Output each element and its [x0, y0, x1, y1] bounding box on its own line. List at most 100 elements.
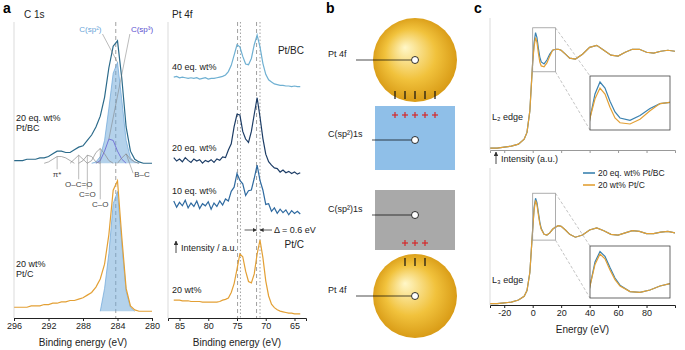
leader-line	[57, 157, 58, 170]
label-line: Pt/BC	[16, 123, 40, 133]
component-label: O–C=O	[65, 180, 92, 189]
tick-label: 80	[642, 308, 652, 318]
plus-charge	[414, 240, 415, 246]
zoom-region	[533, 28, 556, 72]
group-label: Pt/C	[285, 239, 304, 250]
x-axis-title: Binding energy (eV)	[39, 337, 127, 348]
inset-line	[590, 82, 670, 130]
spectrum-line	[490, 198, 675, 303]
legend-label: 20 eq. wt% Pt/BC	[598, 168, 665, 178]
x-axis	[491, 150, 676, 153]
tick-mark	[561, 150, 562, 153]
panel-letter: b	[326, 0, 335, 16]
leader-line	[103, 34, 118, 62]
component-label: π*	[53, 170, 62, 179]
component-line	[100, 192, 135, 312]
leader-line	[356, 296, 411, 297]
tick-label: 80	[204, 321, 214, 331]
reference-line	[237, 22, 238, 318]
x-tick: 284	[110, 318, 125, 331]
spectrum-line	[490, 33, 675, 148]
component-label: B–C	[134, 170, 150, 179]
level-label: Pt 4f	[328, 285, 347, 295]
plus-charge	[424, 112, 425, 118]
plus-charge	[404, 240, 405, 246]
level-label: C(sp²)1s	[328, 129, 363, 139]
spectrum-line	[14, 181, 152, 312]
minus-charge	[414, 91, 415, 99]
legend: 20 eq. wt% Pt/BC20 wt% Pt/C	[583, 168, 665, 190]
tick-label: -20	[498, 308, 511, 318]
spectrum-line	[174, 240, 301, 314]
panel-letter: c	[474, 0, 482, 16]
leader-line	[356, 60, 411, 61]
minus-charge	[424, 258, 425, 266]
tick-label: 0	[531, 308, 536, 318]
plot-area	[14, 22, 152, 318]
y-axis-line	[490, 168, 491, 305]
component-label: C(sp²)	[79, 25, 102, 34]
x-axis: -20 0 20 40 60 80	[491, 305, 676, 318]
tick-label: 40	[585, 308, 595, 318]
plus-charge	[414, 112, 415, 118]
spectrum-line	[490, 38, 675, 148]
spectrum-line	[174, 98, 301, 174]
edge-title: L₃ edge	[492, 275, 523, 285]
x-axis: 8580757065	[169, 318, 307, 331]
diagram: Pt 4fC(sp²)1sC(sp²)1sPt 4f	[328, 18, 457, 338]
component-line	[92, 62, 139, 163]
label-line: 20 wt%	[16, 259, 46, 269]
inset-plot	[590, 82, 670, 130]
tick-mark	[504, 150, 505, 153]
series-label: 40 eq. wt%	[172, 62, 217, 72]
x-tick	[533, 150, 534, 153]
x-tick: 288	[76, 318, 91, 331]
zoom-connector	[555, 193, 590, 246]
leader-line	[372, 140, 411, 141]
plus-charge	[434, 112, 435, 118]
x-tick	[561, 150, 562, 153]
x-tick: 75	[232, 318, 242, 331]
edge-title: L₂ edge	[492, 112, 523, 122]
component-label: C–O	[92, 200, 108, 209]
zoom-connector	[555, 72, 590, 130]
spectrum-line	[14, 41, 152, 163]
series-label: 20 wt%Pt/C	[16, 259, 46, 279]
plot-area	[490, 33, 675, 148]
level-dot	[412, 57, 419, 64]
x-tick: 60	[614, 305, 624, 318]
plus-charge	[394, 112, 395, 118]
component-line	[118, 154, 140, 163]
x-tick: 20	[557, 305, 567, 318]
level-dot	[412, 212, 419, 219]
series-label: 20 eq. wt%Pt/BC	[16, 113, 61, 133]
x-tick: 40	[585, 305, 595, 318]
tick-mark	[590, 150, 591, 153]
x-tick: -20	[498, 305, 511, 318]
chart: 8580757065Binding energy (eV)Pt 4f40 eq.…	[168, 9, 316, 348]
x-tick: 280	[145, 318, 160, 331]
level-label: Pt 4f	[328, 49, 347, 59]
y-axis-title: Intensity (a.u.)	[501, 154, 558, 164]
series-label: 20 eq. wt%	[172, 143, 217, 153]
tick-label: 60	[614, 308, 624, 318]
x-tick: 80	[204, 318, 214, 331]
tick-label: 85	[175, 321, 185, 331]
x-tick: 65	[290, 318, 300, 331]
component-label: C=O	[79, 190, 96, 199]
reference-line	[260, 22, 261, 318]
delta-label: Δ = 0.6 eV	[274, 225, 316, 235]
level-dot	[412, 293, 419, 300]
tick-label: 292	[41, 321, 56, 331]
support-block	[375, 190, 455, 250]
y-axis-title: Intensity / a.u.	[181, 243, 237, 253]
series-label: 10 eq. wt%	[172, 186, 217, 196]
leader-line	[100, 148, 101, 199]
inset-frame	[590, 76, 670, 130]
minus-charge	[414, 258, 415, 266]
x-axis-title: Energy (eV)	[556, 324, 609, 335]
x-tick	[647, 150, 648, 153]
reference-line	[240, 22, 241, 318]
panel-title: Pt 4f	[172, 9, 193, 20]
axis-arrow	[496, 152, 497, 164]
